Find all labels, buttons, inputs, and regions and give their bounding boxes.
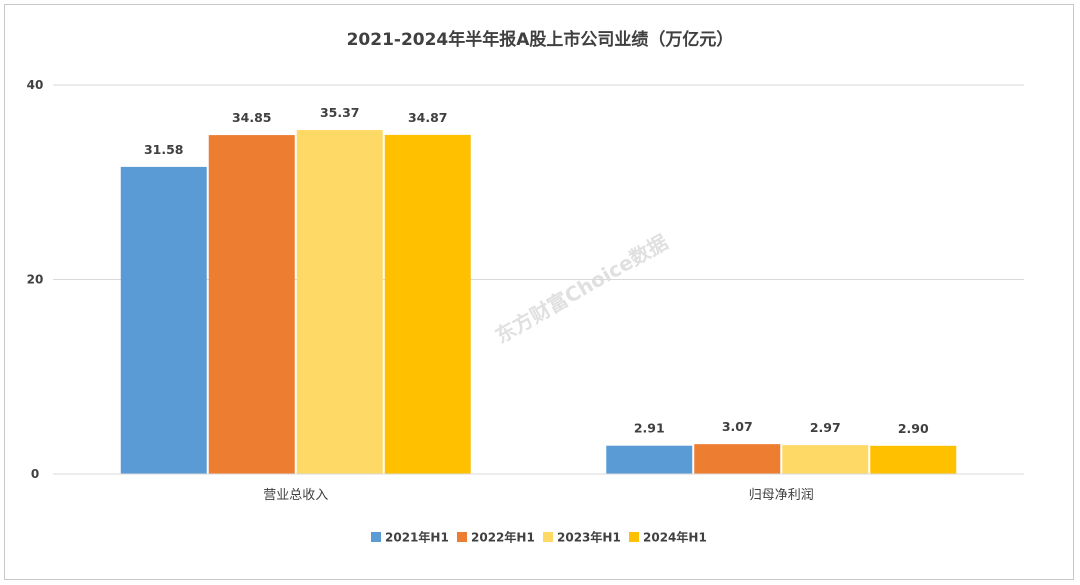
legend-swatch — [457, 532, 467, 542]
data-label: 2.97 — [810, 420, 841, 435]
data-label: 34.85 — [232, 110, 272, 125]
data-label: 2.90 — [898, 421, 929, 436]
legend-label: 2024年H1 — [643, 530, 707, 545]
legend-item: 2021年H1 — [371, 530, 449, 545]
category-label: 营业总收入 — [263, 488, 328, 503]
legend: 2021年H1 2022年H1 2023年H1 2024年H1 — [371, 530, 707, 545]
legend-item: 2023年H1 — [543, 530, 621, 545]
legend-item: 2022年H1 — [457, 530, 535, 545]
watermark: 东方财富Choice数据 — [491, 230, 672, 348]
chart-title: 2021-2024年半年报A股上市公司业绩（万亿元） — [347, 29, 734, 50]
bar-1-1 — [694, 444, 781, 474]
legend-item: 2024年H1 — [629, 530, 707, 545]
data-label: 3.07 — [722, 419, 753, 434]
y-tick-label: 0 — [31, 467, 39, 481]
chart-frame: 2021-2024年半年报A股上市公司业绩（万亿元） 0 20 40 东方财富Cho… — [4, 4, 1074, 580]
category-labels: 营业总收入 归母净利润 — [263, 488, 814, 503]
y-tick-label: 20 — [27, 273, 44, 287]
y-tick-label: 40 — [27, 78, 44, 92]
legend-label: 2022年H1 — [471, 530, 535, 545]
category-label: 归母净利润 — [749, 488, 814, 503]
legend-label: 2023年H1 — [557, 530, 621, 545]
legend-swatch — [629, 532, 639, 542]
bars — [120, 130, 957, 475]
bar-2-1 — [782, 445, 869, 474]
legend-label: 2021年H1 — [385, 530, 449, 545]
data-label: 2.91 — [634, 421, 665, 436]
bar-3-1 — [870, 445, 957, 474]
y-axis-ticks: 0 20 40 — [27, 78, 44, 481]
legend-swatch — [371, 532, 381, 542]
data-label: 35.37 — [320, 105, 360, 120]
data-labels: 31.58 34.85 35.37 34.87 2.91 3.07 2.97 2.90 — [144, 105, 929, 436]
bar-0-0 — [120, 166, 207, 474]
data-label: 31.58 — [144, 142, 184, 157]
bar-0-1 — [606, 445, 693, 474]
data-label: 34.87 — [408, 110, 448, 125]
bar-1-0 — [208, 135, 295, 475]
bar-2-0 — [296, 130, 383, 475]
bar-3-0 — [384, 134, 471, 474]
legend-swatch — [543, 532, 553, 542]
bar-chart: 2021-2024年半年报A股上市公司业绩（万亿元） 0 20 40 东方财富Cho… — [27, 29, 1024, 545]
